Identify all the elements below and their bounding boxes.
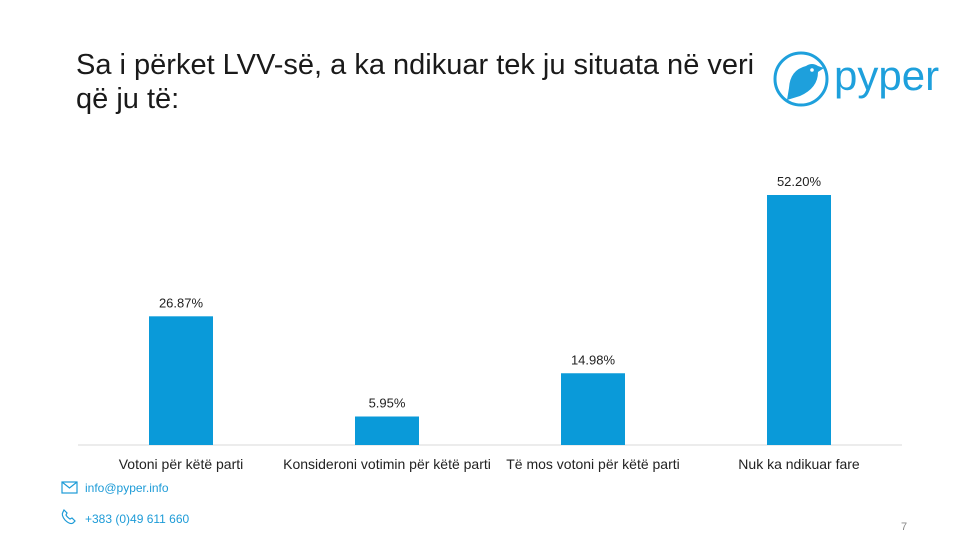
bar bbox=[355, 416, 419, 445]
x-tick-label: Votoni për këtë parti bbox=[118, 456, 244, 472]
value-label: 52.20% bbox=[777, 174, 822, 189]
email-icon bbox=[61, 481, 78, 494]
phone-icon bbox=[61, 508, 76, 525]
page-number: 7 bbox=[901, 521, 907, 533]
value-label: 26.87% bbox=[159, 295, 204, 310]
footer-email: info@pyper.info bbox=[85, 481, 169, 495]
bar bbox=[767, 195, 831, 445]
bar bbox=[561, 373, 625, 445]
bar bbox=[149, 316, 213, 445]
x-tick-label: Të mos votoni për këtë parti bbox=[506, 456, 680, 472]
logo-text: pyper bbox=[834, 52, 939, 99]
x-tick-label: Konsideroni votimin për këtë parti bbox=[283, 456, 491, 472]
x-tick-label: Nuk ka ndikuar fare bbox=[738, 456, 860, 472]
chart-title: Sa i përket LVV-së, a ka ndikuar tek ju … bbox=[76, 49, 755, 115]
value-label: 5.95% bbox=[369, 396, 406, 411]
logo-icon bbox=[773, 51, 829, 107]
footer-phone: +383 (0)49 611 660 bbox=[85, 512, 190, 526]
value-label: 14.98% bbox=[571, 352, 616, 367]
